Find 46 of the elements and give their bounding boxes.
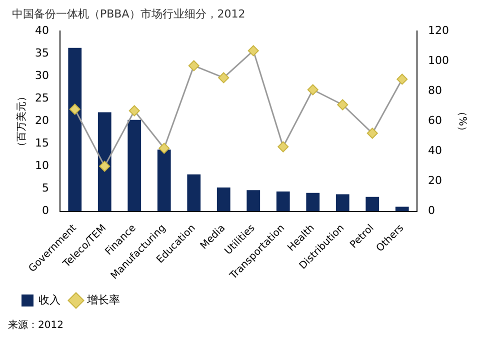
bar — [395, 206, 409, 212]
y2-tick-label: 60 — [428, 114, 442, 128]
bar — [68, 48, 82, 212]
point — [218, 72, 230, 84]
point — [158, 142, 170, 154]
chart-title: 中国备份一体机（PBBA）市场行业细分，2012 — [12, 7, 246, 20]
legend-label: 收入 — [38, 293, 60, 306]
y2-tick-label: 100 — [428, 54, 450, 68]
y-tick-label: 35 — [34, 46, 49, 60]
bar — [187, 174, 201, 212]
point — [366, 128, 378, 139]
y2-tick-label: 0 — [428, 204, 436, 218]
y2-axis-title: （%） — [456, 106, 468, 136]
y2-tick-label: 20 — [428, 174, 442, 188]
bar — [157, 150, 171, 212]
legend-label: 增长率 — [86, 293, 120, 306]
y2-tick-label: 40 — [428, 144, 442, 158]
bar — [336, 194, 350, 212]
source-note: 来源：2012 — [8, 318, 64, 332]
y2-tick-label: 80 — [428, 84, 442, 98]
point — [128, 105, 140, 116]
point — [307, 84, 318, 96]
point — [278, 141, 289, 152]
bar — [366, 196, 380, 212]
bar — [98, 112, 112, 212]
bar — [306, 192, 320, 212]
bar — [128, 120, 142, 212]
y-tick-label: 5 — [42, 182, 49, 195]
y-tick-label: 40 — [34, 24, 49, 38]
point — [337, 99, 348, 110]
y-tick-label: 20 — [34, 114, 49, 128]
point — [69, 104, 80, 115]
y-axis-title: （百万美元） — [16, 91, 28, 152]
point — [396, 74, 408, 85]
y-tick-label: 15 — [34, 136, 49, 150]
y-tick-label: 30 — [34, 69, 49, 82]
point — [188, 60, 200, 72]
bar — [216, 187, 230, 212]
point — [248, 45, 259, 56]
point — [99, 160, 110, 172]
y-tick-label: 0 — [42, 204, 49, 218]
y2-tick-label: 120 — [428, 24, 450, 38]
bar — [276, 192, 290, 212]
y-tick-label: 10 — [34, 159, 49, 172]
y-tick-label: 25 — [34, 92, 49, 105]
bar — [246, 190, 260, 212]
